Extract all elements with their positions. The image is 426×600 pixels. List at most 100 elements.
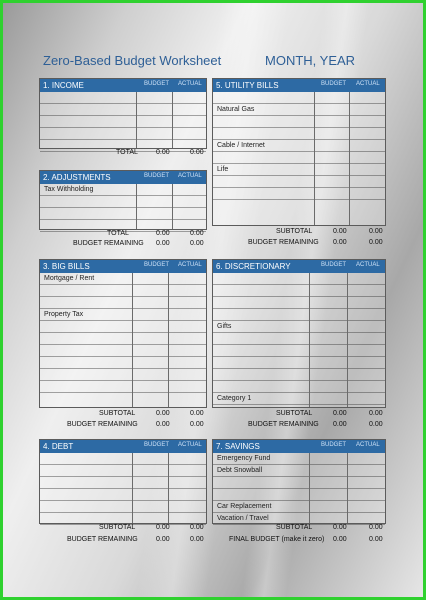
- big-bills-row[interactable]: [40, 381, 206, 393]
- discretionary-row[interactable]: Gifts: [213, 321, 385, 333]
- big-bills-row[interactable]: [40, 321, 206, 333]
- discretionary-row[interactable]: [213, 273, 385, 285]
- savings-row[interactable]: Emergency Fund: [213, 453, 385, 465]
- discretionary-remaining-actual: 0.00: [369, 421, 383, 428]
- savings-row[interactable]: Car Replacement: [213, 501, 385, 513]
- adjustments-section: 2. ADJUSTMENTS BUDGET ACTUAL Tax Withhol…: [39, 170, 207, 232]
- adjustments-row[interactable]: Tax Withholding: [40, 184, 206, 196]
- debt-subtotal-label: SUBTOTAL: [99, 524, 136, 531]
- adjustments-remaining-budget: 0.00: [156, 240, 170, 247]
- big-bills-row[interactable]: [40, 297, 206, 309]
- savings-header: 7. SAVINGS BUDGET ACTUAL: [213, 440, 385, 453]
- discretionary-header: 6. DISCRETIONARY BUDGET ACTUAL: [213, 260, 385, 273]
- bills-remaining-actual: 0.00: [369, 239, 383, 246]
- bills-row[interactable]: [213, 116, 385, 128]
- savings-row[interactable]: Vacation / Travel: [213, 513, 385, 525]
- big-bills-remaining-actual: 0.00: [190, 421, 204, 428]
- big-bills-remaining-budget: 0.00: [156, 421, 170, 428]
- adjustments-header: 2. ADJUSTMENTS BUDGET ACTUAL: [40, 171, 206, 184]
- discretionary-row[interactable]: [213, 333, 385, 345]
- discretionary-row[interactable]: [213, 297, 385, 309]
- adjustments-row[interactable]: [40, 208, 206, 220]
- month-year: MONTH, YEAR: [265, 53, 356, 68]
- big-bills-header: 3. BIG BILLS BUDGET ACTUAL: [40, 260, 206, 273]
- adjustments-remaining-label: BUDGET REMAINING: [73, 240, 144, 247]
- savings-subtotal-budget: 0.00: [333, 524, 347, 531]
- discretionary-row[interactable]: [213, 381, 385, 393]
- savings-row[interactable]: [213, 477, 385, 489]
- discretionary-remaining-budget: 0.00: [333, 421, 347, 428]
- debt-row[interactable]: [40, 489, 206, 501]
- income-row[interactable]: [40, 140, 206, 152]
- worksheet-page: Zero-Based Budget Worksheet MONTH, YEAR …: [3, 3, 423, 597]
- discretionary-row[interactable]: [213, 369, 385, 381]
- big-bills-subtotal-budget: 0.00: [156, 410, 170, 417]
- income-row[interactable]: [40, 128, 206, 140]
- discretionary-row[interactable]: [213, 345, 385, 357]
- adjustments-total-label: TOTAL: [107, 230, 129, 237]
- debt-remaining-label: BUDGET REMAINING: [67, 536, 138, 543]
- savings-final-actual: 0.00: [369, 536, 383, 543]
- adjustments-row[interactable]: [40, 220, 206, 232]
- adjustments-row[interactable]: [40, 196, 206, 208]
- discretionary-subtotal-budget: 0.00: [333, 410, 347, 417]
- income-section: 1. INCOME BUDGET ACTUAL: [39, 78, 207, 152]
- bills-row[interactable]: [213, 92, 385, 104]
- savings-final-label: FINAL BUDGET (make it zero): [229, 536, 325, 543]
- big-bills-row[interactable]: [40, 333, 206, 345]
- savings-subtotal-actual: 0.00: [369, 524, 383, 531]
- income-row[interactable]: [40, 92, 206, 104]
- discretionary-remaining-label: BUDGET REMAINING: [248, 421, 319, 428]
- adjustments-total-budget: 0.00: [156, 230, 170, 237]
- savings-final-budget: 0.00: [333, 536, 347, 543]
- bills-section: 5. UTILITY BILLS BUDGET ACTUAL Natural G…: [212, 78, 386, 226]
- savings-row[interactable]: [213, 489, 385, 501]
- discretionary-row[interactable]: [213, 309, 385, 321]
- savings-subtotal-label: SUBTOTAL: [276, 524, 313, 531]
- income-row[interactable]: [40, 104, 206, 116]
- page-title: Zero-Based Budget Worksheet: [43, 53, 222, 68]
- debt-row[interactable]: [40, 477, 206, 489]
- bills-subtotal-budget: 0.00: [333, 228, 347, 235]
- bills-row[interactable]: Natural Gas: [213, 104, 385, 116]
- debt-section: 4. DEBT BUDGET ACTUAL: [39, 439, 207, 525]
- bills-subtotal-actual: 0.00: [369, 228, 383, 235]
- big-bills-row[interactable]: [40, 357, 206, 369]
- big-bills-row[interactable]: [40, 369, 206, 381]
- big-bills-subtotal-actual: 0.00: [190, 410, 204, 417]
- bills-row[interactable]: Life: [213, 164, 385, 176]
- discretionary-row[interactable]: Category 1: [213, 393, 385, 405]
- income-total-actual: 0.00: [190, 149, 204, 156]
- discretionary-section: 6. DISCRETIONARY BUDGET ACTUAL Gifts Cat…: [212, 259, 386, 408]
- debt-row[interactable]: [40, 453, 206, 465]
- income-total-label: TOTAL: [116, 149, 138, 156]
- discretionary-row[interactable]: [213, 285, 385, 297]
- bills-row[interactable]: [213, 152, 385, 164]
- big-bills-row[interactable]: [40, 345, 206, 357]
- debt-row[interactable]: [40, 513, 206, 525]
- debt-row[interactable]: [40, 465, 206, 477]
- debt-header: 4. DEBT BUDGET ACTUAL: [40, 440, 206, 453]
- bills-row[interactable]: Cable / Internet: [213, 140, 385, 152]
- big-bills-row[interactable]: [40, 285, 206, 297]
- savings-row[interactable]: Debt Snowball: [213, 465, 385, 477]
- debt-row[interactable]: [40, 501, 206, 513]
- income-row[interactable]: [40, 116, 206, 128]
- bills-row[interactable]: [213, 176, 385, 188]
- discretionary-row[interactable]: [213, 357, 385, 369]
- debt-remaining-budget: 0.00: [156, 536, 170, 543]
- big-bills-subtotal-label: SUBTOTAL: [99, 410, 136, 417]
- discretionary-subtotal-actual: 0.00: [369, 410, 383, 417]
- debt-subtotal-budget: 0.00: [156, 524, 170, 531]
- big-bills-row[interactable]: Property Tax: [40, 309, 206, 321]
- bills-subtotal-label: SUBTOTAL: [276, 228, 313, 235]
- bills-row[interactable]: [213, 188, 385, 200]
- big-bills-remaining-label: BUDGET REMAINING: [67, 421, 138, 428]
- bills-row[interactable]: [213, 128, 385, 140]
- savings-section: 7. SAVINGS BUDGET ACTUAL Emergency Fund …: [212, 439, 386, 525]
- bills-header: 5. UTILITY BILLS BUDGET ACTUAL: [213, 79, 385, 92]
- big-bills-row[interactable]: Mortgage / Rent: [40, 273, 206, 285]
- bills-remaining-budget: 0.00: [333, 239, 347, 246]
- income-total-budget: 0.00: [156, 149, 170, 156]
- adjustments-remaining-actual: 0.00: [190, 240, 204, 247]
